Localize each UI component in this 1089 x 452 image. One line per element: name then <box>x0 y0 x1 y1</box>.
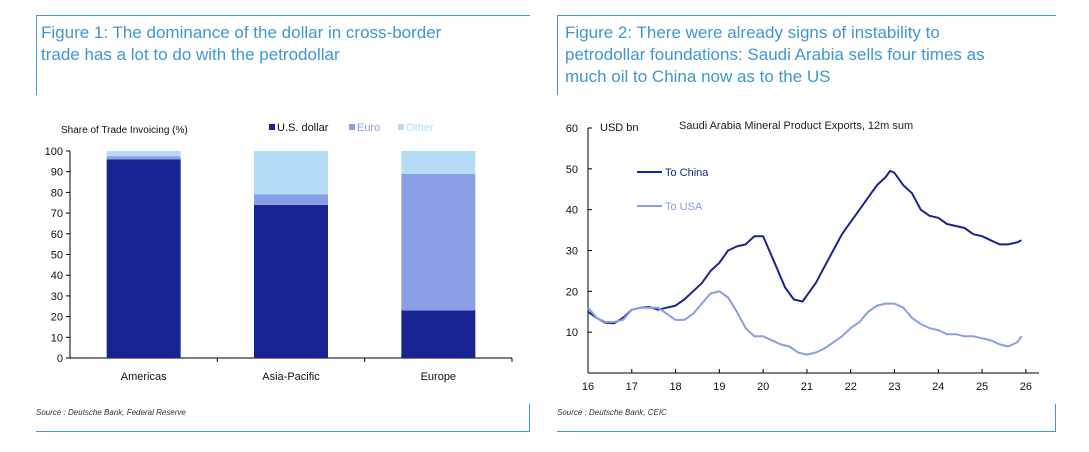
y-tick-label: 80 <box>51 187 63 199</box>
figure-2-title: Figure 2: There were already signs of in… <box>565 22 985 88</box>
x-tick-label: 26 <box>1020 381 1032 393</box>
chart-axes: 10 20 30 40 50 60 16 17 18 19 20 21 22 23 24 25 26 <box>566 123 1039 393</box>
figure-2-source: Source : Deutsche Bank, CEIC <box>557 408 667 417</box>
y-tick-label: 20 <box>566 286 578 298</box>
figure-2-title-line-1: Figure 2: There were already signs of in… <box>565 23 940 42</box>
figure-1-bottom-border <box>36 431 530 432</box>
x-tick-label: 18 <box>669 381 681 393</box>
figure-2-left-border <box>557 15 558 95</box>
figure-1-title: Figure 1: The dominance of the dollar in… <box>41 22 441 66</box>
y-tick-label: 50 <box>566 164 578 176</box>
y-tick-label: 20 <box>51 312 63 324</box>
y-tick-label: 0 <box>57 353 63 365</box>
figure-1-chart: Share of Trade Invoicing (%) U.S. dollar… <box>45 122 513 383</box>
bar-americas-euro <box>106 156 181 160</box>
legend-label: Other <box>406 122 434 134</box>
x-tick-label: 19 <box>713 381 725 393</box>
y-tick-label: 10 <box>51 332 63 344</box>
x-tick-label: 16 <box>582 381 594 393</box>
chart-legend: To China To USA <box>637 167 709 213</box>
figure-2-chart: Saudi Arabia Mineral Product Exports, 12… <box>566 120 1039 393</box>
x-tick-label: 21 <box>801 381 813 393</box>
x-tick-label: Asia-Pacific <box>262 371 320 383</box>
figure-2-panel: Figure 2: There were already signs of in… <box>545 0 1089 452</box>
legend-label: Euro <box>357 122 380 134</box>
legend-swatch <box>398 124 404 130</box>
y-tick-label: 40 <box>51 270 63 282</box>
chart-lines <box>587 169 1023 356</box>
bar-asia-pacific-u-s-dollar <box>254 204 328 358</box>
chart-legend: U.S. dollar Euro Other <box>269 122 434 134</box>
bar-europe-euro <box>401 173 476 311</box>
figure-2-title-line-3: much oil to China now as to the US <box>565 67 831 86</box>
y-tick-label: 60 <box>566 123 578 135</box>
y-tick-label: 50 <box>51 250 63 262</box>
legend-label: To USA <box>665 201 703 213</box>
figure-2-title-line-2: petrodollar foundations: Saudi Arabia se… <box>565 45 985 64</box>
figure-1-source: Source : Deutsche Bank, Federal Reserve <box>36 408 186 417</box>
legend-label: U.S. dollar <box>277 122 329 134</box>
figure-2-right-border <box>1055 404 1056 432</box>
figure-1-right-border <box>529 404 530 432</box>
y-tick-label: 60 <box>51 229 63 241</box>
bar-americas-u-s-dollar <box>106 159 181 358</box>
line-to-usa <box>587 290 1023 356</box>
legend-swatch <box>269 124 275 130</box>
figure-1-panel: Figure 1: The dominance of the dollar in… <box>36 15 530 432</box>
x-tick-label: Europe <box>421 371 456 383</box>
bar-americas-other <box>106 151 181 157</box>
y-tick-label: 90 <box>51 167 63 179</box>
chart-bars <box>106 151 476 358</box>
figure-2-bottom-border <box>557 431 1056 432</box>
figure-1-title-line-2: trade has a lot to do with the petrodoll… <box>41 45 340 64</box>
x-tick-label: 22 <box>845 381 857 393</box>
y-tick-label: 30 <box>51 291 63 303</box>
figure-1-top-border <box>36 15 530 16</box>
bar-europe-u-s-dollar <box>401 310 476 358</box>
line-to-china <box>587 169 1022 325</box>
y-tick-label: 70 <box>51 208 63 220</box>
x-tick-label: 20 <box>757 381 769 393</box>
y-tick-label: 30 <box>566 246 578 258</box>
y-tick-label: 40 <box>566 205 578 217</box>
y-axis-label: Share of Trade Invoicing (%) <box>61 125 188 136</box>
chart-title: Saudi Arabia Mineral Product Exports, 12… <box>679 120 913 132</box>
bar-asia-pacific-euro <box>254 194 328 205</box>
figure-2-top-border <box>557 15 1056 16</box>
x-tick-label: 23 <box>888 381 900 393</box>
y-tick-label: 10 <box>566 327 578 339</box>
legend-swatch <box>349 124 355 130</box>
x-tick-label: 17 <box>626 381 638 393</box>
x-tick-label: Americas <box>121 371 167 383</box>
figure-1-title-line-1: Figure 1: The dominance of the dollar in… <box>41 23 442 42</box>
bar-asia-pacific-other <box>254 151 328 195</box>
legend-label: To China <box>665 167 709 179</box>
x-tick-label: 25 <box>976 381 988 393</box>
x-tick-label: 24 <box>932 381 944 393</box>
y-axis-label: USD bn <box>600 122 639 134</box>
figure-1-left-border <box>36 15 37 95</box>
bar-europe-other <box>401 151 476 174</box>
y-tick-label: 100 <box>45 146 63 158</box>
